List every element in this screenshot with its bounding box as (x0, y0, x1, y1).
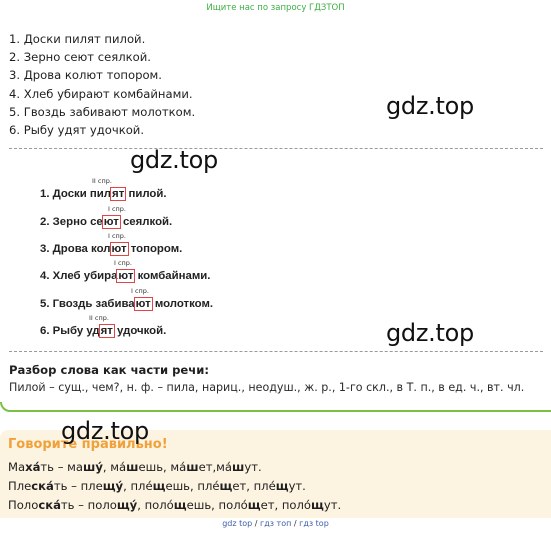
analysis-text: Пилой – сущ., чем?, н. ф. – пила, нариц.… (9, 381, 525, 394)
stressed-segment: ха́ (25, 460, 41, 474)
text-segment: ут. (323, 498, 342, 513)
text-segment: ут. (244, 460, 262, 474)
text-segment: ть – пле (53, 479, 103, 494)
conjugation-note: II спр. (92, 177, 112, 185)
stressed-segment: шу́ (83, 460, 103, 474)
ending-box: ют (116, 269, 136, 283)
text-segment: , пле́ (123, 479, 153, 494)
conjugation-note: II спр. (89, 314, 109, 322)
stressed-segment: щ (173, 498, 187, 513)
ending-box: ют (109, 242, 129, 256)
task-list: 1. Доски пилят пилой. 2. Зерно сеют сеял… (9, 30, 195, 139)
watermark: gdz.top (386, 319, 474, 347)
stressed-segment: щ (152, 479, 166, 494)
text-segment: ет, пле́ (232, 479, 276, 494)
stressed-segment: ш (232, 460, 245, 474)
ending-box: ят (110, 187, 127, 201)
text-segment: Поло (8, 498, 39, 513)
stressed-segment: ш (186, 460, 199, 474)
stressed-segment: щу́ (102, 479, 124, 494)
text-segment: ет,ма́ (198, 460, 233, 474)
analysis-title: Разбор слова как части речи: (9, 363, 209, 377)
task-item: 4. Хлеб убирают комбайнами. (9, 86, 193, 101)
pronunciation-line: Плеска́ть – плещу́, пле́щешь, пле́щет, п… (8, 477, 341, 496)
stressed-segment: щ (247, 498, 261, 513)
handwritten-sentence: 2. Зерно сеют сеялкой. (40, 215, 173, 229)
text-segment: Пле (8, 479, 32, 494)
task-item: 3. Дрова колют топором. (9, 68, 162, 83)
footer-link[interactable]: гдз top (299, 519, 329, 528)
stressed-segment: ска́ (31, 479, 54, 494)
pronunciation-line: Маха́ть – машу́, ма́шешь, ма́шет,ма́шут. (8, 458, 341, 477)
conjugation-note: I спр. (131, 287, 149, 295)
stressed-segment: ш (126, 460, 139, 474)
footer-link[interactable]: gdz top (222, 519, 253, 528)
text-segment: ешь, пле́ (165, 479, 220, 494)
text-segment: ешь, поло́ (186, 498, 248, 513)
text-segment: ть – ма (40, 460, 84, 474)
watermark: gdz.top (386, 92, 474, 120)
text-segment: ть – поло (60, 498, 117, 513)
divider (9, 351, 543, 352)
pronunciation-line: Полоска́ть – полощу́, поло́щешь, поло́ще… (8, 496, 341, 515)
task-item: 6. Рыбу удят удочкой. (9, 123, 145, 138)
conjugation-note: I спр. (114, 259, 132, 267)
handwritten-sentence: 5. Гвоздь забивают молотком. (40, 297, 214, 311)
handwritten-sentence: 1. Доски пилят пилой. (40, 187, 167, 201)
ending-box: ют (133, 297, 153, 311)
text-segment: ешь, ма́ (138, 460, 187, 474)
text-segment: ет, поло́ (260, 498, 311, 513)
stressed-segment: ска́ (38, 498, 61, 513)
footer-link[interactable]: гдз топ (260, 519, 292, 528)
task-item: 1. Доски пилят пилой. (9, 32, 146, 46)
top-banner: Ищите нас по запросу ГДЗТОП (206, 3, 345, 13)
text-segment: , поло́ (137, 498, 174, 513)
ending-box: ют (101, 215, 121, 229)
conjugation-note: I спр. (108, 205, 126, 213)
handwritten-sentence: 6. Рыбу удят удочкой. (40, 324, 167, 338)
stressed-segment: щ (311, 498, 324, 513)
handwritten-sentence: 4. Хлеб убирают комбайнами. (40, 269, 211, 283)
handwritten-sentence: 3. Дрова колют топором. (40, 242, 183, 256)
text-segment: Ма (8, 460, 26, 474)
stressed-segment: щу́ (116, 498, 138, 513)
ending-box: ят (98, 324, 115, 338)
watermark: gdz.top (130, 146, 218, 174)
divider (9, 148, 543, 149)
watermark: gdz.top (61, 417, 149, 445)
stressed-segment: щ (219, 479, 233, 494)
speak-title: Говорите правильно! (8, 437, 168, 452)
text-segment: , ма́ (102, 460, 127, 474)
section-border (0, 402, 551, 412)
task-item: 2. Зерно сеют сеялкой. (9, 50, 151, 65)
speak-lines: Маха́ть – машу́, ма́шешь, ма́шет,ма́шут.… (8, 458, 341, 516)
conjugation-note: I спр. (108, 232, 126, 240)
task-item: 5. Гвоздь забивают молотком. (9, 104, 196, 119)
footer: gdz top / гдз топ / гдз top (222, 519, 329, 528)
speak-correctly-box (0, 430, 551, 518)
text-segment: ут. (288, 479, 306, 494)
stressed-segment: щ (275, 479, 289, 494)
